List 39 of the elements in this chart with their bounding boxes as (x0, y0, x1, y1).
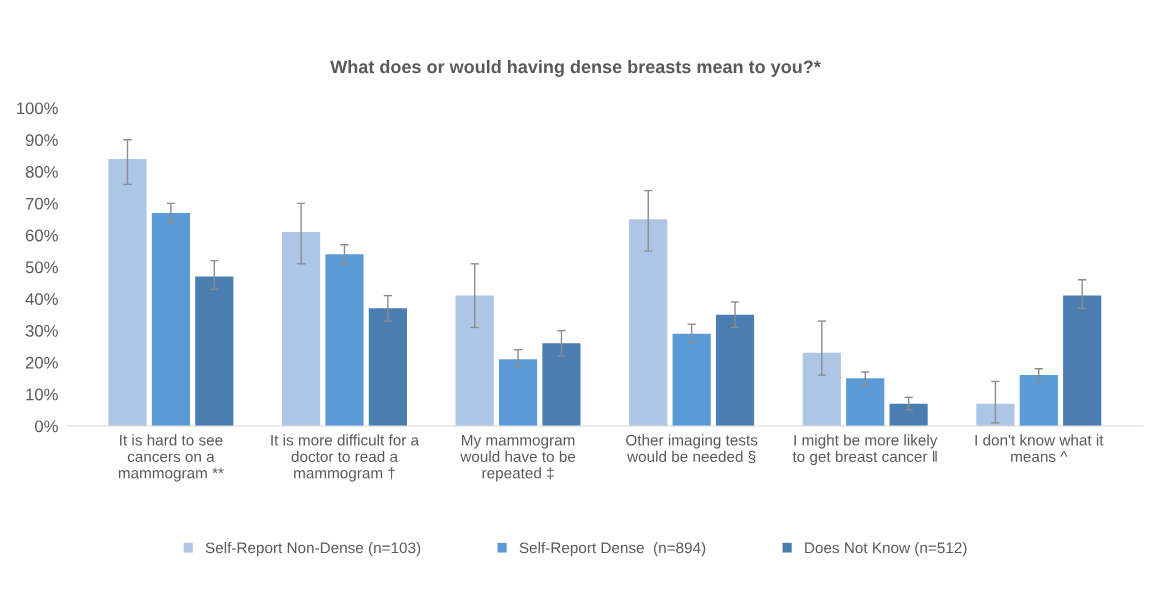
x-tick-label: Other imaging tests would be needed § (626, 434, 758, 464)
y-tick-label: 40% (25, 293, 58, 305)
legend-label: Self-Report Dense (n=894) (519, 542, 706, 557)
bar (325, 254, 364, 426)
bar (498, 359, 538, 426)
bar (715, 314, 755, 426)
bar (282, 232, 321, 426)
bar (672, 333, 711, 426)
y-tick-label: 70% (25, 197, 58, 210)
y-tick-label: 60% (25, 229, 58, 242)
x-tick-label: It is hard to see cancers on a mammogram ** (118, 434, 224, 482)
bar (151, 212, 190, 426)
y-tick-label: 80% (25, 166, 58, 178)
y-tick-label: 0% (34, 420, 58, 433)
bar (802, 352, 841, 426)
x-tick-label: I might be more likely to get breast cancer ǁ (792, 434, 938, 466)
bar (629, 219, 668, 426)
legend-label: Does Not Know (n=512) (805, 542, 967, 557)
y-tick-label: 10% (26, 388, 58, 401)
bar (542, 343, 581, 426)
x-tick-label: It is more difficult for a doctor to read a mammogram † (271, 434, 420, 482)
x-tick-label: My mammogram would have to be repeated ‡ (460, 434, 576, 482)
y-tick-label: 30% (25, 325, 58, 337)
y-tick-label: 20% (25, 356, 58, 369)
y-tick-label: 100% (17, 102, 58, 115)
x-tick-label: I don't know what it means ^ (975, 434, 1104, 463)
bar (976, 403, 1015, 426)
bar (846, 378, 885, 426)
bar (1063, 295, 1102, 426)
legend-label: Self-Report Non-Dense (n=103) (205, 542, 421, 557)
bar (1019, 375, 1058, 426)
chart-title: What does or would having dense breasts mean to you?* (330, 60, 821, 77)
bar (195, 276, 234, 426)
bar (368, 308, 407, 426)
y-tick-label: 50% (25, 261, 58, 274)
bar (455, 295, 494, 426)
y-tick-label: 90% (25, 134, 58, 146)
bar (889, 403, 928, 426)
bar (108, 158, 147, 426)
